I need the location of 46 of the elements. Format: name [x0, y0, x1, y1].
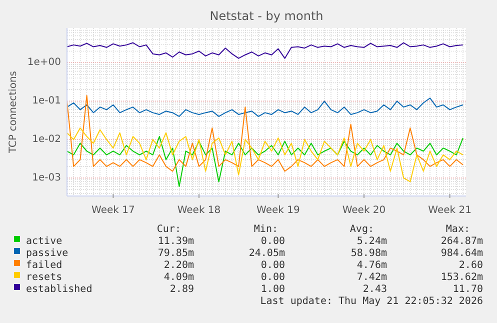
y-tick-label: 1e-01 [32, 96, 61, 107]
text: Max: [446, 224, 470, 235]
y-axis-title: TCP connections [8, 70, 19, 154]
x-tick-label: Week 18 [177, 205, 221, 216]
text: 5.24m [356, 236, 387, 247]
legend-label: active [26, 236, 62, 247]
x-tick-label: Week 20 [342, 205, 386, 216]
y-tick-label: 1e-03 [32, 172, 61, 184]
text: 0.00 [260, 272, 285, 283]
text: 2.43 [362, 284, 387, 295]
x-tick-label: Week 21 [428, 205, 472, 216]
text: 79.85m [158, 248, 194, 259]
text: 984.64m [440, 248, 483, 259]
text: 11.39m [158, 236, 194, 247]
text: 2.89 [170, 284, 194, 295]
text: 0.00 [260, 236, 285, 247]
text: Cur: [156, 224, 181, 235]
line-series [66, 95, 464, 172]
x-tick-label: Week 17 [92, 205, 135, 216]
legend-label: established [26, 284, 92, 295]
text: 4.09m [164, 272, 194, 283]
text: Avg: [350, 224, 374, 235]
line-series [66, 127, 464, 182]
y-tick-label: 1e+00 [27, 57, 61, 68]
line-series [66, 98, 464, 117]
text: 264.87m [440, 236, 483, 247]
text: 4.76m [356, 260, 387, 271]
text: 58.98m [350, 248, 387, 259]
text: 1.00 [260, 284, 285, 295]
legend-label: passive [26, 248, 68, 259]
legend-label: resets [26, 272, 62, 283]
legend-label: failed [26, 260, 62, 271]
text: Min: [254, 224, 278, 235]
text: 7.42m [356, 272, 387, 283]
y-tick-label: 1e-02 [32, 134, 61, 146]
text: 24.05m [248, 248, 285, 259]
line-series [66, 136, 464, 188]
x-tick-label: Week 19 [256, 205, 300, 216]
line-series [66, 42, 464, 59]
text: 0.00 [260, 260, 285, 271]
text: 2.60 [458, 260, 483, 271]
text: 11.70 [452, 284, 483, 295]
text: 153.62m [440, 272, 483, 283]
text: Last update: Thu May 21 22:05:32 2026 [260, 296, 483, 307]
chart-title: Netstat - by month [210, 9, 324, 23]
text: 2.20m [164, 260, 194, 271]
